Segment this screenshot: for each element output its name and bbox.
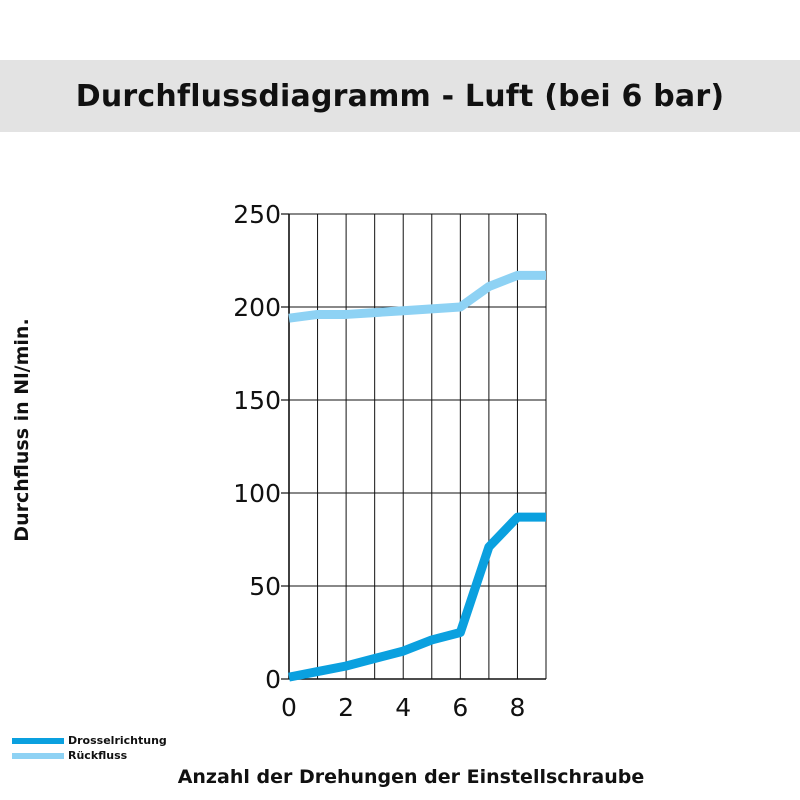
x-tick-label: 4 bbox=[395, 693, 411, 722]
y-tick-label: 0 bbox=[265, 665, 281, 694]
y-tick-label: 150 bbox=[233, 386, 281, 415]
y-tick-label: 50 bbox=[249, 572, 281, 601]
chart-title: Durchflussdiagramm - Luft (bei 6 bar) bbox=[75, 78, 725, 114]
legend-label-rueckfluss: Rückfluss bbox=[68, 749, 128, 762]
legend-swatch-rueckfluss bbox=[12, 752, 64, 759]
y-tick-label: 100 bbox=[233, 479, 281, 508]
y-tick-label: 250 bbox=[233, 200, 281, 229]
y-axis-label: Durchfluss in Nl/min. bbox=[11, 318, 33, 542]
grid bbox=[281, 213, 547, 680]
series-line-drosselrichtung bbox=[288, 512, 546, 682]
tick-labels: 0 50 100 150 200 250 0 2 4 6 8 bbox=[233, 200, 525, 722]
x-tick-label: 8 bbox=[509, 693, 525, 722]
x-tick-label: 6 bbox=[452, 693, 468, 722]
legend-item-rueckfluss: Rückfluss bbox=[12, 748, 167, 763]
legend-item-drosselrichtung: Drosselrichtung bbox=[12, 733, 167, 748]
series-line-rueckfluss bbox=[288, 270, 546, 323]
legend-swatch-drosselrichtung bbox=[12, 737, 64, 744]
series-layer bbox=[288, 270, 546, 682]
y-tick-label: 200 bbox=[233, 293, 281, 322]
legend-label-drosselrichtung: Drosselrichtung bbox=[68, 734, 167, 747]
x-tick-label: 2 bbox=[338, 693, 354, 722]
x-tick-label: 0 bbox=[281, 693, 297, 722]
x-axis-label: Anzahl der Drehungen der Einstellschraub… bbox=[177, 766, 645, 788]
legend: Drosselrichtung Rückfluss bbox=[12, 733, 167, 763]
title-bar: Durchflussdiagramm - Luft (bei 6 bar) bbox=[0, 60, 800, 132]
